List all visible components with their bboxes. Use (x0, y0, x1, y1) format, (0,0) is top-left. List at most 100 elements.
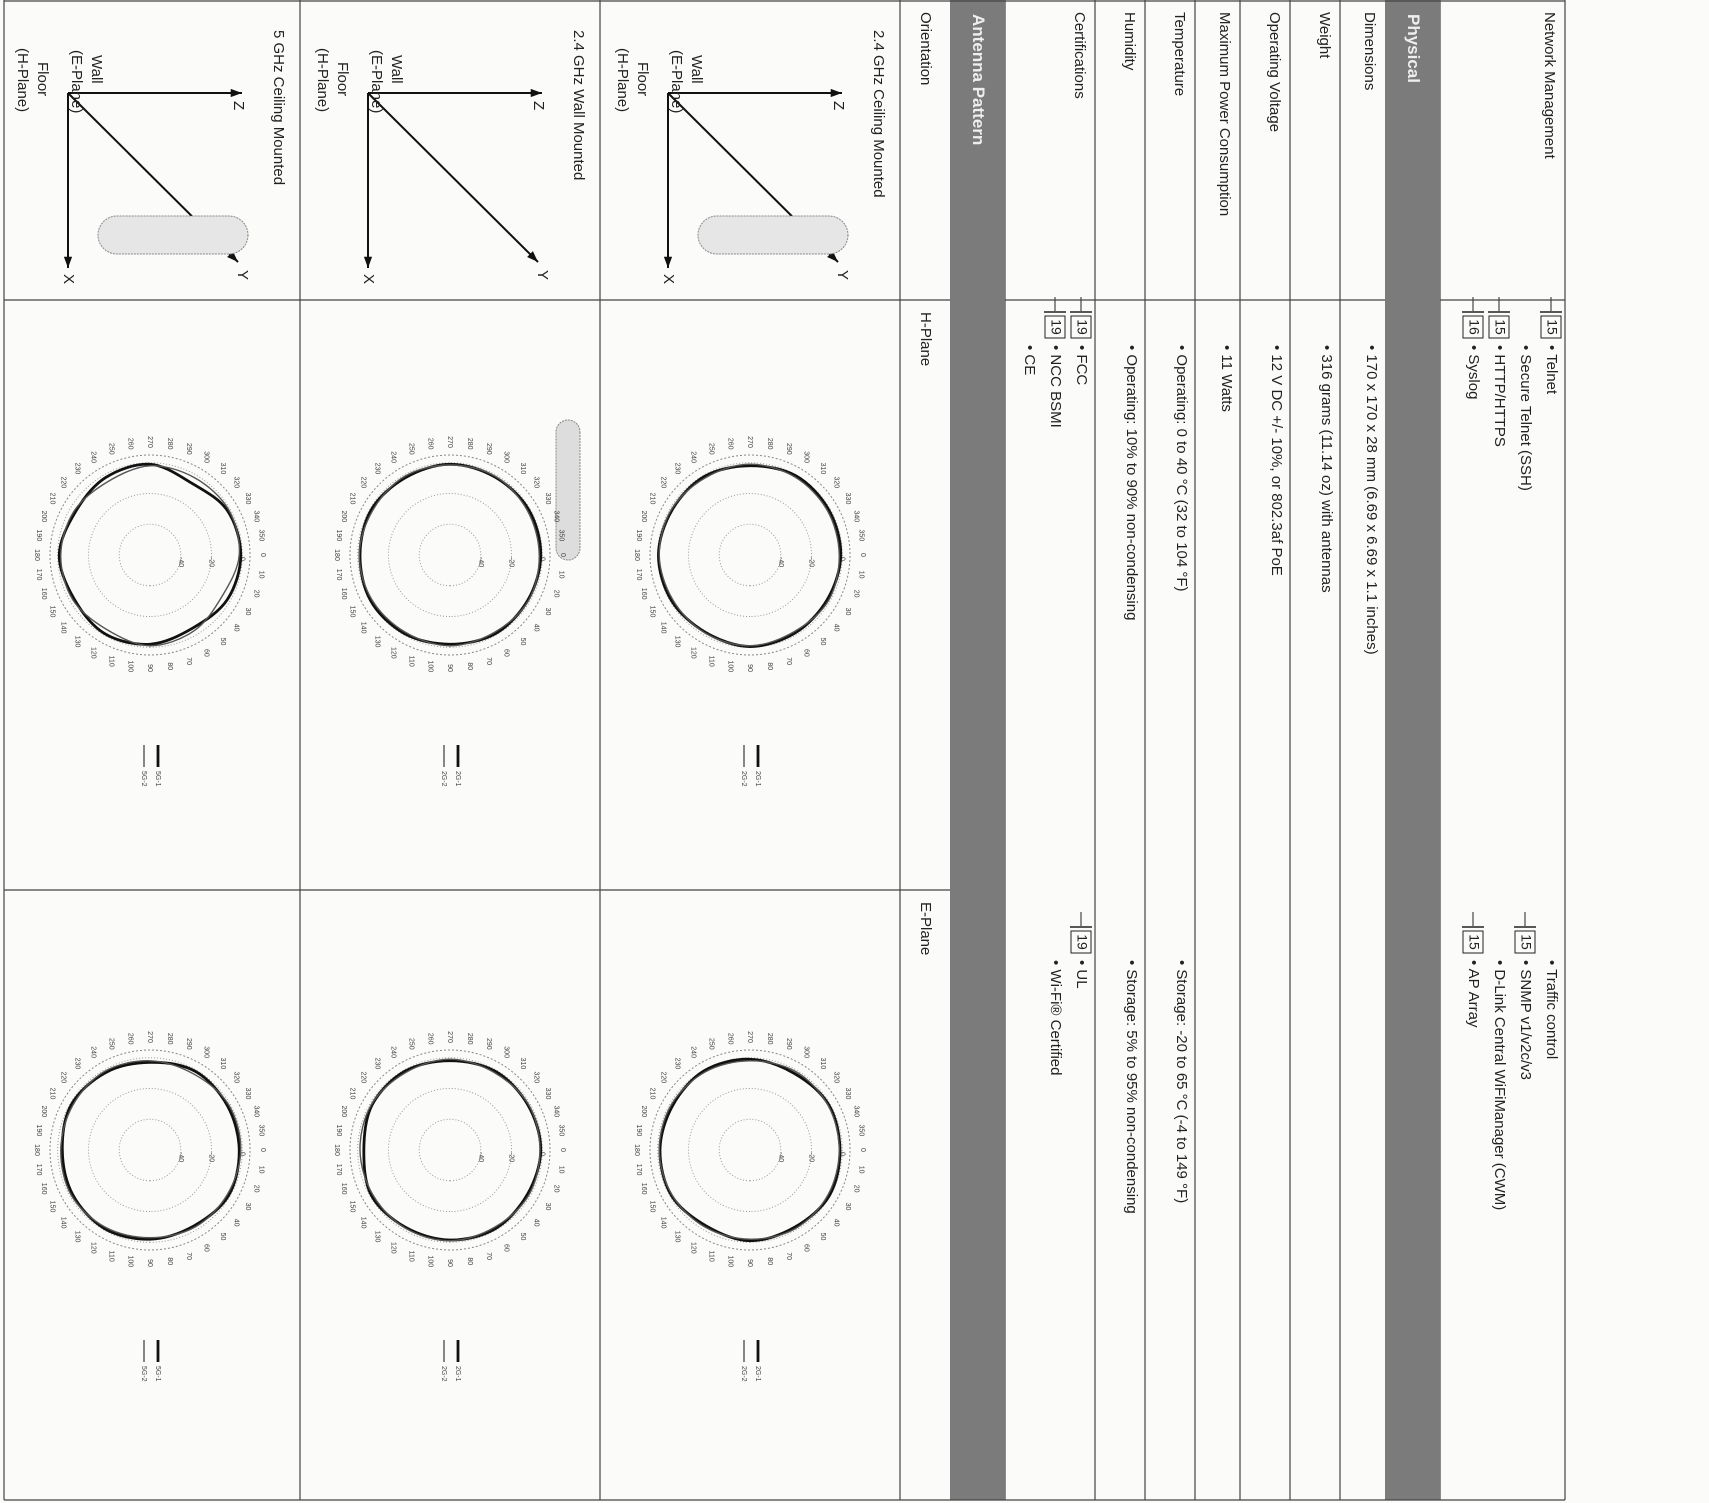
ring-label: 0 (838, 1152, 845, 1156)
polar-ring (418, 1118, 482, 1182)
ring-label: -20 (508, 1152, 515, 1162)
angle-label: 40 (533, 624, 540, 632)
angle-label: 30 (244, 1203, 251, 1211)
section-bar (950, 0, 1005, 1500)
angle-label: 270 (746, 1031, 753, 1043)
angle-label: 0 (559, 1148, 566, 1152)
angle-label: 80 (166, 1257, 173, 1265)
angle-label: 140 (60, 1217, 67, 1229)
angle-label: 70 (485, 657, 492, 665)
angle-label: 200 (40, 1106, 47, 1118)
polar-ring (687, 492, 813, 618)
angle-label: 90 (746, 1259, 753, 1267)
angle-label: 70 (485, 1252, 492, 1260)
arrow-head (230, 88, 242, 98)
arrow-head (527, 251, 538, 262)
pattern-curve (359, 1058, 541, 1242)
legend-label: 5G-2 (140, 1366, 147, 1382)
angle-label: 70 (785, 1252, 792, 1260)
angle-label: 60 (803, 1244, 810, 1252)
angle-label: 230 (374, 1058, 381, 1070)
angle-label: 260 (127, 1033, 134, 1045)
angle-label: 250 (708, 443, 715, 455)
angle-label: 150 (348, 606, 355, 618)
pattern-curve (60, 465, 241, 647)
angle-label: 10 (857, 571, 864, 579)
angle-label: 140 (360, 622, 367, 634)
polar-ring (357, 462, 543, 648)
angle-label: 80 (166, 662, 173, 670)
arrow-head (227, 251, 238, 262)
spec-value: • Wi-Fi® Certified (1047, 960, 1064, 1075)
angle-label: 180 (633, 549, 640, 561)
legend-label: 2G-2 (440, 1366, 447, 1382)
polar-ring (687, 1087, 813, 1213)
angle-label: 250 (408, 1038, 415, 1050)
angle-label: 290 (785, 443, 792, 455)
angle-label: 350 (857, 530, 864, 542)
angle-label: 320 (533, 477, 540, 489)
spec-label: Humidity (1121, 12, 1138, 71)
plane-label: (E-Plane) (668, 50, 685, 113)
angle-label: 120 (390, 1242, 397, 1254)
angle-label: 100 (127, 1255, 134, 1267)
angle-label: 180 (333, 549, 340, 561)
angle-label: 90 (746, 664, 753, 672)
arrow-head (63, 256, 73, 268)
axis-label: Z (230, 101, 247, 110)
angle-label: 150 (648, 1201, 655, 1213)
axis-label: X (60, 274, 77, 284)
angle-label: 160 (640, 1183, 647, 1195)
angle-label: 330 (544, 1088, 551, 1100)
footnote-ref: 15 (1544, 319, 1560, 335)
legend-label: 2G-1 (754, 771, 761, 787)
ref-box (1462, 930, 1484, 954)
axis-label: X (660, 274, 677, 284)
angle-label: 220 (360, 1072, 367, 1084)
angle-label: 40 (833, 624, 840, 632)
ref-box (1044, 315, 1066, 339)
angle-label: 310 (219, 1058, 226, 1070)
angle-label: 30 (844, 1203, 851, 1211)
angle-label: 270 (746, 436, 753, 448)
angle-label: 230 (674, 463, 681, 475)
angle-label: 270 (146, 1031, 153, 1043)
angle-label: 290 (185, 443, 192, 455)
angle-label: 130 (374, 636, 381, 648)
angle-label: 90 (146, 664, 153, 672)
footnote-ref: 16 (1466, 319, 1482, 335)
angle-label: 240 (90, 1046, 97, 1058)
angle-label: 300 (803, 451, 810, 463)
angle-label: 20 (252, 590, 259, 598)
spec-value: • 12 V DC +/- 10%, or 802.3af PoE (1268, 345, 1285, 576)
angle-label: 310 (819, 1058, 826, 1070)
angle-label: 160 (340, 588, 347, 600)
angle-label: 120 (690, 647, 697, 659)
angle-label: 150 (348, 1201, 355, 1213)
spec-value: • NCC BSMI (1047, 345, 1064, 428)
angle-label: 340 (852, 1106, 859, 1118)
ring-label: -40 (777, 557, 784, 567)
angle-label: 110 (108, 1251, 115, 1262)
angle-label: 260 (427, 1033, 434, 1045)
plane-label: (H-Plane) (14, 48, 31, 112)
angle-label: 300 (203, 1046, 210, 1058)
angle-label: 130 (74, 1231, 81, 1243)
section-bar (1385, 0, 1440, 1500)
spec-label: Operating Voltage (1266, 12, 1283, 132)
angle-label: 140 (660, 1217, 667, 1229)
ring-label: -20 (208, 557, 215, 567)
pattern-curve (658, 463, 840, 647)
axis-label: Y (234, 270, 251, 280)
angle-label: 230 (674, 1058, 681, 1070)
footnote-ref: 15 (1466, 934, 1482, 950)
angle-label: 220 (60, 477, 67, 489)
ring-label: -20 (808, 557, 815, 567)
column-header: Orientation (917, 12, 934, 85)
angle-label: 160 (340, 1183, 347, 1195)
plane-label: Floor (334, 62, 351, 96)
angle-label: 90 (146, 1259, 153, 1267)
angle-label: 10 (257, 1166, 264, 1174)
spec-value: • Operating: 10% to 90% non-condensing (1123, 345, 1140, 620)
